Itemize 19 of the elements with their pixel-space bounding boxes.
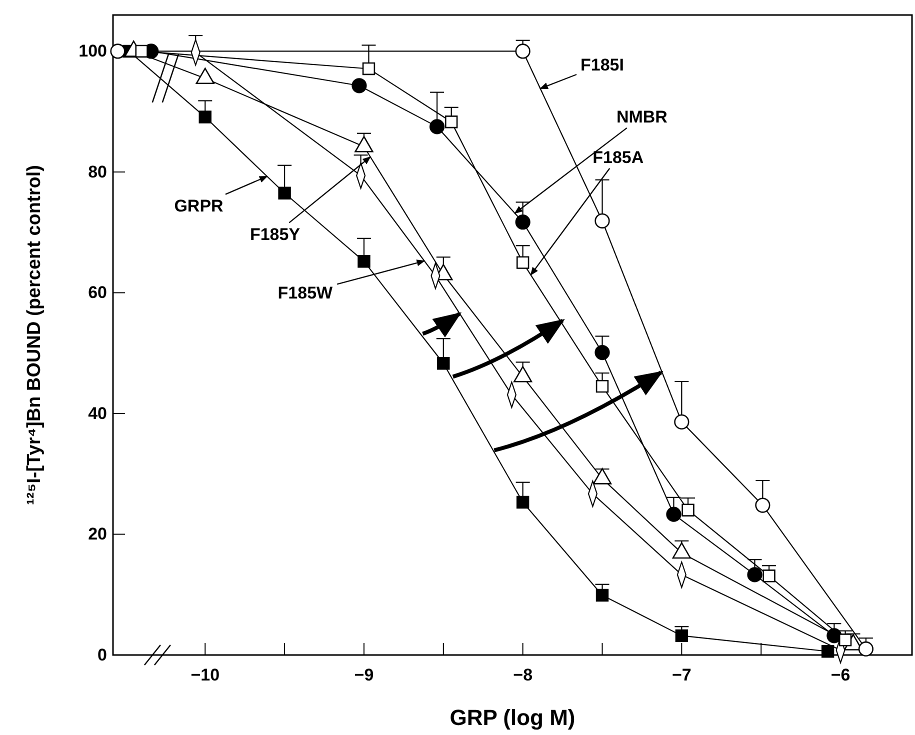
x-tick-label: −10 <box>190 665 220 684</box>
x-tick-label: −7 <box>672 665 692 684</box>
y-tick-label: 80 <box>88 162 107 182</box>
x-tick-label: −6 <box>830 665 850 684</box>
y-axis-title: ¹²⁵I-[Tyr⁴]Bn BOUND (percent control) <box>24 165 45 505</box>
y-tick-label: 0 <box>98 645 107 664</box>
text: GRPR <box>174 196 224 216</box>
x-tick-label: −9 <box>354 665 374 684</box>
y-tick-label: 40 <box>88 404 107 423</box>
y-tick-label: 20 <box>88 524 107 544</box>
text: F185A <box>592 148 644 167</box>
text: F185W <box>278 284 334 303</box>
y-tick-label: 100 <box>78 42 107 61</box>
x-tick-label: −8 <box>513 665 533 684</box>
text: F185I <box>580 55 624 74</box>
text: F185Y <box>250 225 301 244</box>
text: NMBR <box>616 107 668 126</box>
x-axis-title: GRP (log M) <box>450 705 576 730</box>
y-tick-label: 60 <box>88 283 107 302</box>
